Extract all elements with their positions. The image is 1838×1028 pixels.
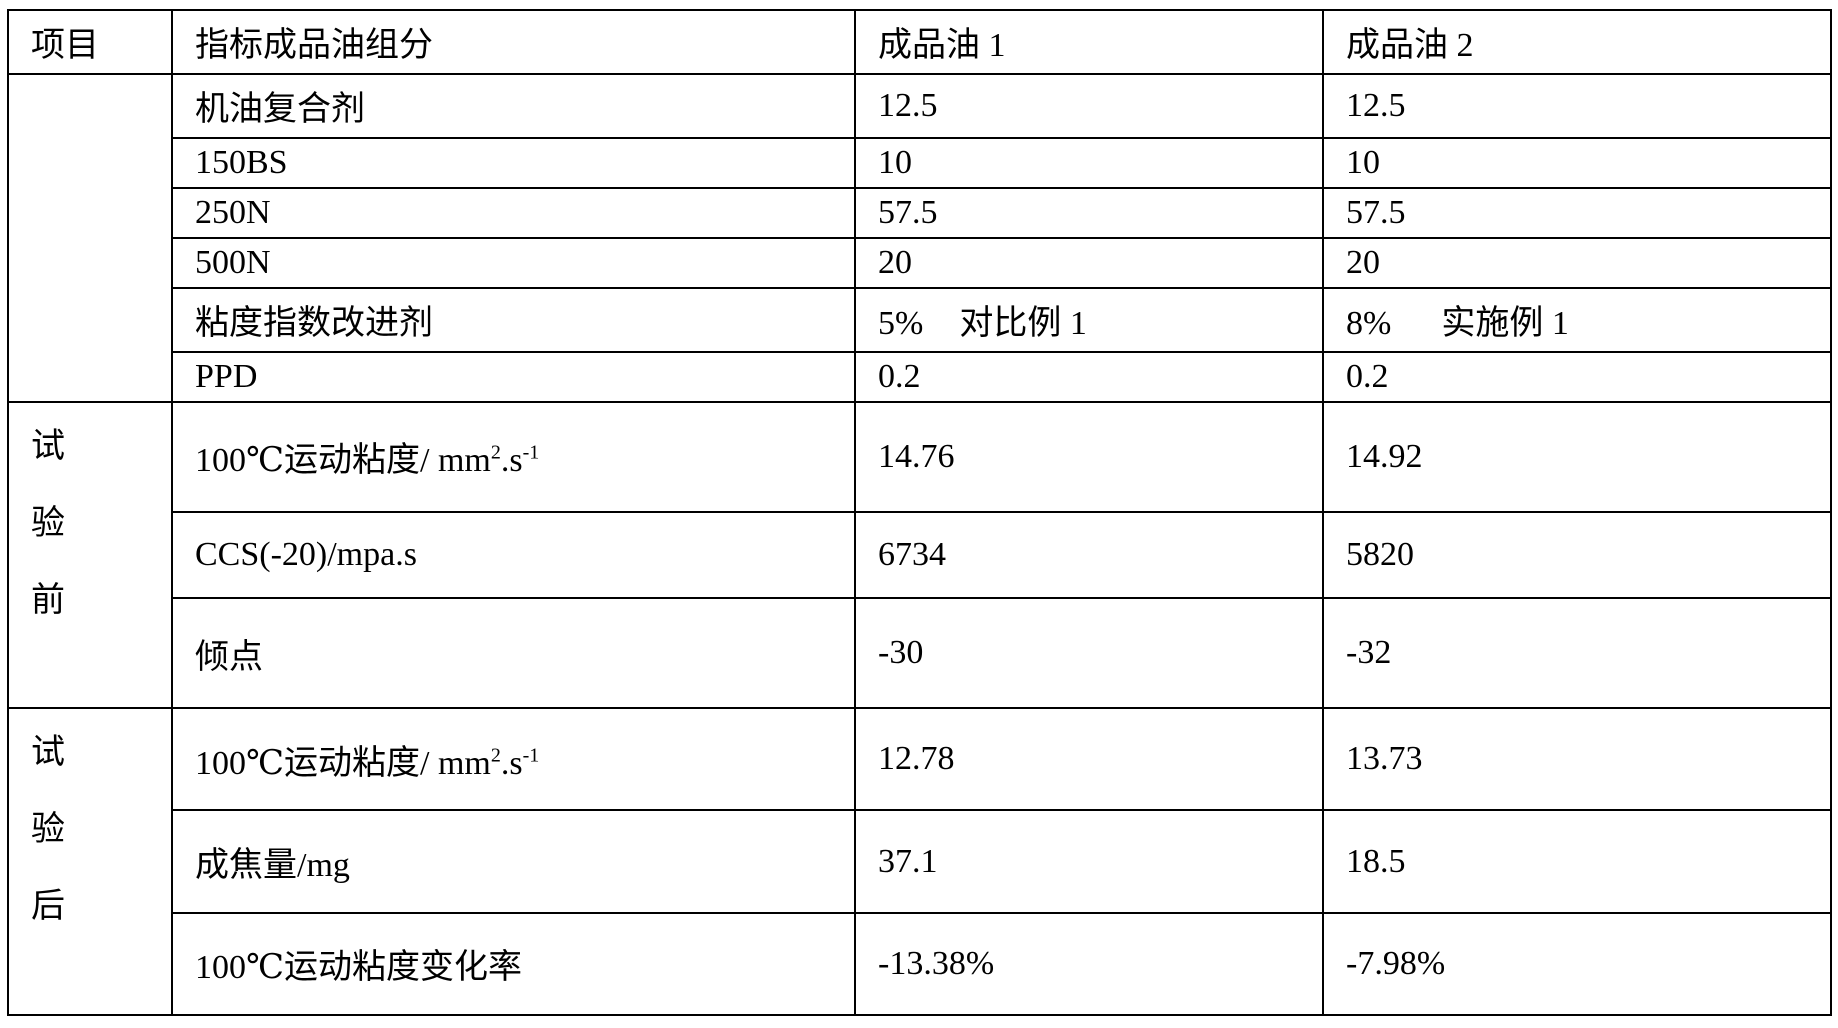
before-test-group: 试 验 前 [7,400,173,710]
row-label: PPD [171,350,856,403]
table-row: 倾点 -30 -32 [8,597,1832,710]
header-item: 项目 [7,9,173,75]
group-char: 验 [31,504,65,542]
group-char: 后 [31,888,65,926]
oil1-value: -30 [854,597,1324,710]
oil1-percent: 5% [878,305,924,343]
header-oil2: 成品油 2 [1322,9,1832,75]
oil1-value: 6734 [854,510,1324,600]
table-row: 粘度指数改进剂 5% 对比例 1 8% 实施例 1 [8,286,1832,353]
oil1-value: -13.38% [854,911,1324,1017]
row-label: 100℃运动粘度/ mm2.s-1 [171,400,856,513]
label-sup: 2 [490,744,501,767]
group-char: 验 [31,811,65,849]
table-row: 150BS 10 10 [8,136,1832,189]
row-label: 粘度指数改进剂 [171,286,856,353]
oil2-value: 13.73 [1322,707,1832,812]
table-row: 机油复合剂 12.5 12.5 [7,72,1832,403]
oil1-value: 37.1 [854,809,1324,914]
header-row: 项目 指标成品油组分 成品油 1 成品油 2 [7,9,1832,75]
oil2-value: 8% 实施例 1 [1322,286,1832,353]
oil2-note: 实施例 1 [1441,305,1569,343]
header-oil1: 成品油 1 [854,9,1324,75]
after-test-group: 试 验 后 [7,707,173,1016]
oil1-value: 0.2 [854,350,1324,403]
oil1-value: 5% 对比例 1 [854,286,1324,353]
oil2-value: 10 [1322,136,1832,189]
oil2-value: -7.98% [1322,911,1832,1017]
row-label: 100℃运动粘度/ mm2.s-1 [171,707,856,812]
group-char: 试 [31,427,65,465]
oil1-value: 10 [854,136,1324,189]
oil1-value: 14.76 [854,400,1324,513]
table-row: 试 验 后 100℃运动粘度/ mm2.s-1 12.78 13.73 [7,707,1832,1016]
header-component: 指标成品油组分 [171,9,856,75]
oil2-value: 12.5 [1322,72,1832,139]
oil1-value: 12.5 [854,72,1324,139]
table-row: 成焦量/mg 37.1 18.5 [8,809,1832,914]
label-text: 100℃运动粘度/ mm [195,744,491,782]
group-char: 前 [31,581,65,619]
table-row: CCS(-20)/mpa.s 6734 5820 [8,510,1832,600]
oil2-value: -32 [1322,597,1832,710]
oil1-value: 12.78 [854,707,1324,812]
label-sup: -1 [522,744,540,767]
table-row: 500N 20 20 [8,236,1832,289]
oil2-value: 0.2 [1322,350,1832,403]
table-row: 250N 57.5 57.5 [8,186,1832,239]
row-label: 150BS [171,136,856,189]
oil2-value: 20 [1322,236,1832,289]
oil2-value: 57.5 [1322,186,1832,239]
row-label: 500N [171,236,856,289]
label-text: 100℃运动粘度/ mm [195,442,491,480]
oil2-percent: 8% [1346,305,1392,343]
row-label: 100℃运动粘度变化率 [171,911,856,1017]
table-row: PPD 0.2 0.2 [8,350,1832,403]
table-row: 100℃运动粘度变化率 -13.38% -7.98% [8,911,1832,1017]
row-label: 成焦量/mg [171,809,856,914]
oil2-value: 18.5 [1322,809,1832,914]
label-text: .s [500,744,523,782]
row-label: 机油复合剂 [171,72,856,139]
label-text: .s [500,442,523,480]
label-sup: -1 [522,441,540,464]
data-table: 项目 指标成品油组分 成品油 1 成品油 2 机油复合剂 12.5 12.5 1… [7,9,1832,1017]
oil1-value: 57.5 [854,186,1324,239]
oil2-value: 14.92 [1322,400,1832,513]
label-sup: 2 [490,441,501,464]
composition-group-cell [7,72,173,403]
table-row: 试 验 前 100℃运动粘度/ mm2.s-1 14.76 14.92 [7,400,1832,710]
group-char: 试 [31,734,65,772]
row-label: 250N [171,186,856,239]
oil1-note: 对比例 1 [959,305,1087,343]
row-label: 倾点 [171,597,856,710]
oil1-value: 20 [854,236,1324,289]
row-label: CCS(-20)/mpa.s [171,510,856,600]
oil2-value: 5820 [1322,510,1832,600]
